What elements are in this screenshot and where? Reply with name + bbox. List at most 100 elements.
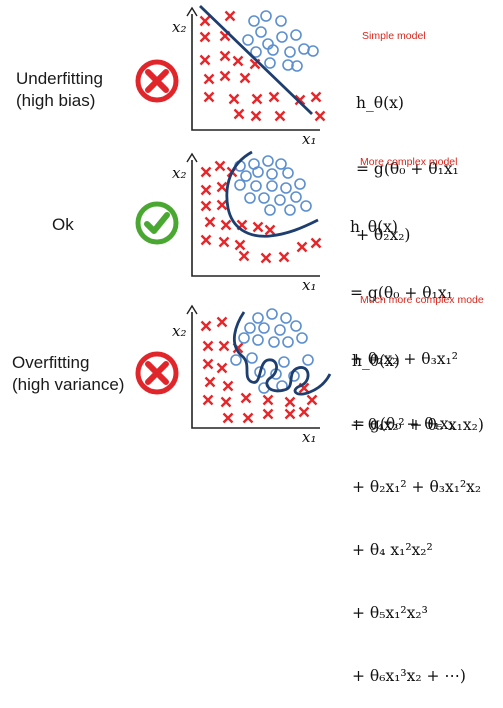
cross-marker bbox=[224, 10, 236, 22]
row-label-overfitting: Overfitting (high variance) bbox=[12, 352, 124, 396]
red-x-circle-icon bbox=[135, 59, 179, 103]
circles bbox=[242, 10, 319, 72]
circle-marker bbox=[291, 60, 303, 72]
decision-boundary bbox=[225, 150, 319, 238]
circle-marker bbox=[252, 166, 264, 178]
decision-boundary bbox=[232, 311, 332, 396]
circle-marker bbox=[242, 34, 254, 46]
circle-marker bbox=[274, 194, 286, 206]
cross-marker bbox=[262, 394, 274, 406]
equation: h_θ(x) = g(θ₀ + θ₁x₁ + θ₂x₂) bbox=[356, 48, 459, 268]
circles bbox=[230, 308, 314, 394]
cross-marker bbox=[203, 91, 215, 103]
cross-marker bbox=[233, 108, 245, 120]
equation-line: = g(θ₀ + θ₁x₁ bbox=[350, 284, 453, 302]
circle-marker bbox=[302, 354, 314, 366]
equation-line: = g(θ₀ + θ₁x₁ bbox=[356, 160, 459, 178]
circle-marker bbox=[282, 336, 294, 348]
model-label: Simple model bbox=[362, 30, 426, 42]
cross-marker bbox=[202, 394, 214, 406]
cross-marker bbox=[268, 91, 280, 103]
circle-marker bbox=[282, 167, 294, 179]
circle-marker bbox=[280, 312, 292, 324]
circle-marker bbox=[266, 168, 278, 180]
equation-line: + θ₂x₂ + θ₃x₁² bbox=[350, 350, 458, 368]
circle-marker bbox=[267, 44, 279, 56]
cross-marker bbox=[310, 237, 322, 249]
circle-marker bbox=[300, 200, 312, 212]
cross-marker bbox=[260, 252, 272, 264]
cross-marker bbox=[239, 72, 251, 84]
cross-marker bbox=[222, 380, 234, 392]
cross-marker bbox=[232, 55, 244, 67]
circle-marker bbox=[294, 178, 306, 190]
cross-marker bbox=[200, 320, 212, 332]
cross-marker bbox=[199, 31, 211, 43]
circle-marker bbox=[240, 170, 252, 182]
scatter-plot-overfitting: x₂ x₁ bbox=[172, 304, 332, 446]
cross-marker bbox=[252, 221, 264, 233]
status-label-line: Ok bbox=[52, 215, 74, 234]
cross-marker bbox=[250, 110, 262, 122]
cross-marker bbox=[199, 15, 211, 27]
equation-line: + θ₂x₁² + θ₃x₁²x₂ bbox=[352, 478, 482, 496]
cross-marker bbox=[199, 54, 211, 66]
equation: h_θ(x) = g(θ₀ + θ₁x₁ + θ₂x₁² + θ₃x₁²x₂ +… bbox=[352, 309, 481, 708]
cross-marker bbox=[216, 316, 228, 328]
cross-marker bbox=[306, 394, 318, 406]
circle-marker bbox=[276, 31, 288, 43]
cross-marker bbox=[216, 199, 228, 211]
scatter-plot-ok: x₂ x₁ bbox=[172, 150, 322, 294]
y-axis-label: x₂ bbox=[172, 322, 186, 340]
circle-marker bbox=[246, 352, 258, 364]
equation-line: + θ₂x₂) bbox=[356, 226, 411, 244]
cross-marker bbox=[219, 70, 231, 82]
circle-marker bbox=[290, 29, 302, 41]
red-x-circle-icon bbox=[135, 351, 179, 395]
model-label: More complex model bbox=[360, 156, 458, 168]
circle-marker bbox=[290, 320, 302, 332]
x-axis-label: x₁ bbox=[302, 276, 316, 294]
circle-marker bbox=[248, 15, 260, 27]
status-label-line: Underfitting bbox=[16, 69, 103, 88]
cross-marker bbox=[238, 250, 250, 262]
x-axis-label: x₁ bbox=[302, 130, 316, 148]
cross-marker bbox=[216, 362, 228, 374]
y-axis-label: x₂ bbox=[172, 18, 186, 36]
circle-marker bbox=[282, 59, 294, 71]
circle-marker bbox=[252, 334, 264, 346]
row-label-underfitting: Underfitting (high bias) bbox=[16, 68, 103, 112]
circle-marker bbox=[284, 46, 296, 58]
cross-marker bbox=[202, 340, 214, 352]
circle-marker bbox=[296, 332, 308, 344]
cross-marker bbox=[204, 376, 216, 388]
equation-line: + θ₄ x₁²x₂² bbox=[352, 541, 433, 559]
circle-marker bbox=[268, 336, 280, 348]
circle-marker bbox=[260, 10, 272, 22]
cross-marker bbox=[219, 50, 231, 62]
cross-marker bbox=[200, 200, 212, 212]
circle-marker bbox=[278, 356, 290, 368]
crosses bbox=[200, 316, 318, 424]
cross-marker bbox=[216, 181, 228, 193]
cross-marker bbox=[251, 93, 263, 105]
circle-marker bbox=[250, 180, 262, 192]
cross-marker bbox=[284, 408, 296, 420]
scatter-plot-underfitting: x₂ x₁ bbox=[172, 4, 326, 148]
circle-marker bbox=[244, 322, 256, 334]
circle-marker bbox=[258, 192, 270, 204]
y-axis-label: x₂ bbox=[172, 164, 186, 182]
circles bbox=[234, 155, 312, 216]
circle-marker bbox=[284, 204, 296, 216]
cross-marker bbox=[264, 224, 276, 236]
circle-marker bbox=[290, 191, 302, 203]
circle-marker bbox=[307, 45, 319, 57]
cross-marker bbox=[240, 392, 252, 404]
cross-marker bbox=[204, 216, 216, 228]
circle-marker bbox=[255, 26, 267, 38]
circle-marker bbox=[274, 324, 286, 336]
cross-marker bbox=[222, 412, 234, 424]
cross-marker bbox=[296, 241, 308, 253]
circle-marker bbox=[264, 204, 276, 216]
x-axis-label: x₁ bbox=[302, 428, 316, 446]
